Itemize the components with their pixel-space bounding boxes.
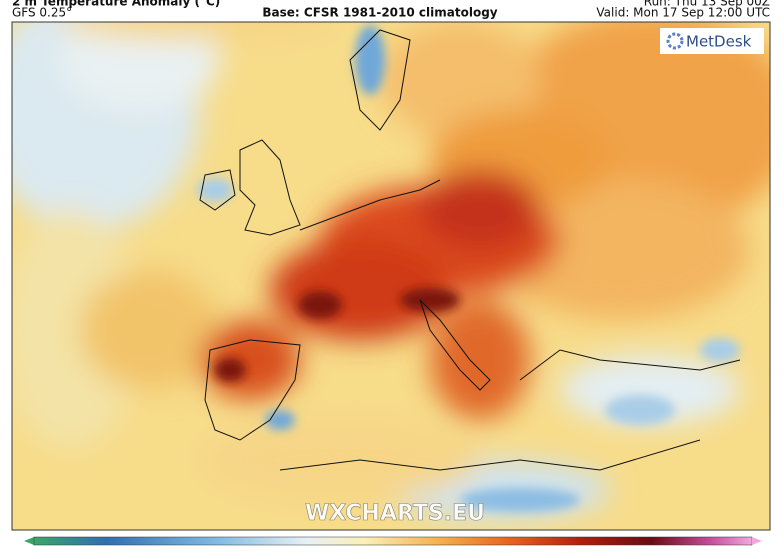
map-frame	[11, 21, 771, 531]
logo-icon	[666, 32, 684, 50]
colorbar	[33, 536, 753, 546]
base-info: Base: CFSR 1981-2010 climatology	[262, 6, 497, 20]
model-info: GFS 0.25°	[12, 6, 72, 20]
valid-time: Valid: Mon 17 Sep 12:00 UTC	[596, 6, 770, 20]
logo-box	[660, 28, 764, 54]
colorbar-low-arrow	[24, 537, 34, 545]
map-field: MetDesk WXCHARTS.EU	[12, 22, 770, 530]
colorbar-high-arrow	[752, 537, 762, 545]
coastlines	[199, 29, 741, 471]
watermark: WXCHARTS.EU	[305, 501, 485, 526]
run-info: Run: Thu 13 Sep 00Z	[644, 0, 770, 9]
logo-text: MetDesk	[686, 33, 752, 51]
chart-title: 2 m Temperature Anomaly (°C)	[12, 0, 220, 9]
